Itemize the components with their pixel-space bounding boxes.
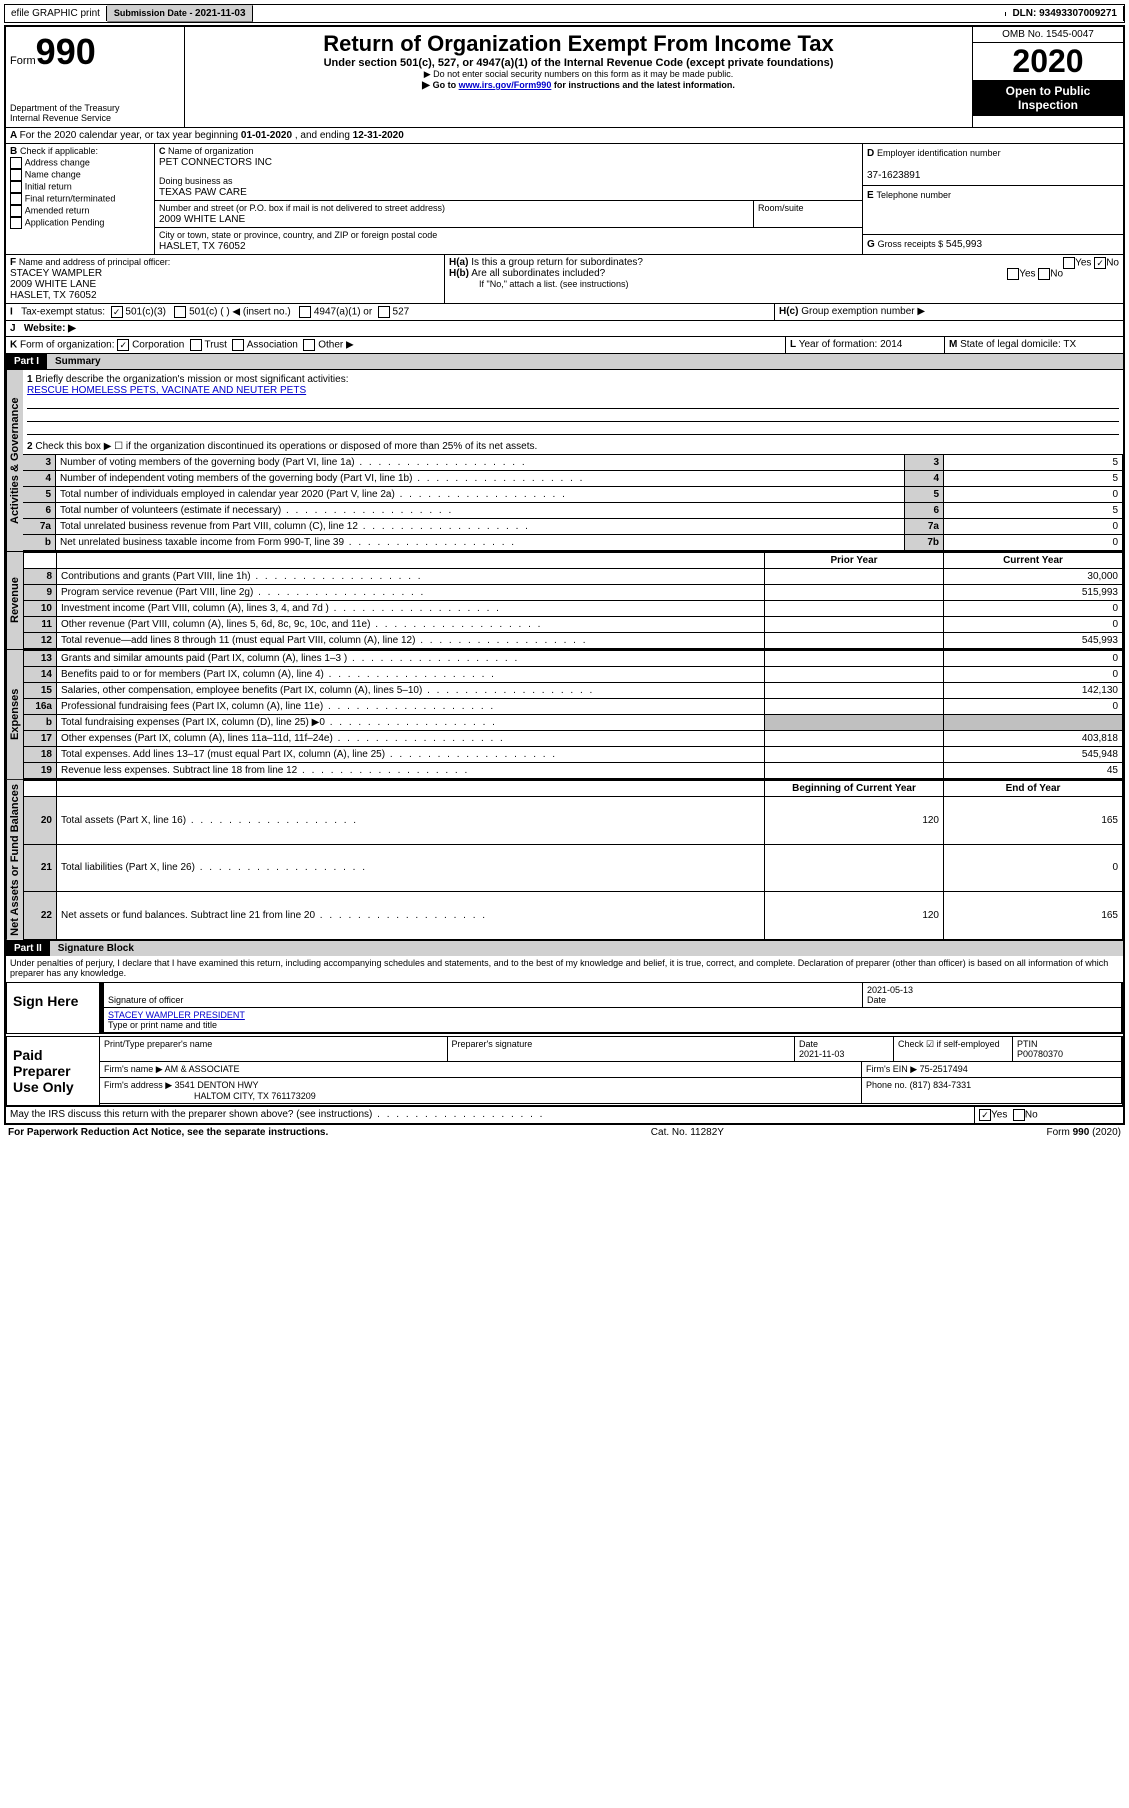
perjury-declaration: Under penalties of perjury, I declare th… [6,956,1123,980]
efile-label: efile GRAPHIC print [5,6,107,21]
table-row: 9Program service revenue (Part VIII, lin… [24,585,1123,601]
line-a: A For the 2020 calendar year, or tax yea… [6,127,1123,143]
part-ii-title: Signature Block [50,941,1123,956]
tab-governance: Activities & Governance [6,370,23,551]
year-block: OMB No. 1545-0047 2020 Open to Public In… [973,27,1123,127]
dept-treasury: Department of the Treasury [10,103,180,113]
form-990: Form990 Department of the Treasury Inter… [4,25,1125,1125]
dept-irs: Internal Revenue Service [10,113,180,123]
net-assets-table: Beginning of Current YearEnd of Year 20T… [23,780,1123,940]
table-row: 10Investment income (Part VIII, column (… [24,601,1123,617]
table-row: 13Grants and similar amounts paid (Part … [24,651,1123,667]
section-deg: D Employer identification number 37-1623… [863,144,1123,254]
submission-date-button[interactable]: Submission Date - 2021-11-03 [107,5,253,22]
table-row: 5Total number of individuals employed in… [23,487,1123,503]
table-row: 7aTotal unrelated business revenue from … [23,519,1123,535]
table-row: 3Number of voting members of the governi… [23,455,1123,471]
section-m: M State of legal domicile: TX [945,337,1123,353]
section-h: H(a) Is this a group return for subordin… [445,255,1123,303]
section-f: F Name and address of principal officer:… [6,255,445,303]
sign-here-block: Sign Here Signature of officer 2021-05-1… [6,982,1123,1034]
table-row: 15Salaries, other compensation, employee… [24,683,1123,699]
table-row: 16aProfessional fundraising fees (Part I… [24,699,1123,715]
table-row: 11Other revenue (Part VIII, column (A), … [24,617,1123,633]
table-row: bNet unrelated business taxable income f… [23,535,1123,551]
revenue-table: Prior YearCurrent Year 8Contributions an… [23,552,1123,649]
form-title-block: Return of Organization Exempt From Incom… [185,27,973,127]
table-row: 14Benefits paid to or for members (Part … [24,667,1123,683]
table-row: 17Other expenses (Part IX, column (A), l… [24,731,1123,747]
tab-revenue: Revenue [6,552,23,649]
page-footer: For Paperwork Reduction Act Notice, see … [4,1125,1125,1140]
expenses-table: 13Grants and similar amounts paid (Part … [23,650,1123,779]
table-row: 21Total liabilities (Part X, line 26)0 [24,844,1123,892]
part-i-header: Part I [6,354,47,369]
paid-preparer-block: Paid Preparer Use Only Print/Type prepar… [6,1036,1123,1106]
table-row: bTotal fundraising expenses (Part IX, co… [24,715,1123,731]
top-bar: efile GRAPHIC print Submission Date - 20… [4,4,1125,23]
tab-expenses: Expenses [6,650,23,779]
section-k: K Form of organization: ✓ Corporation Tr… [6,337,786,353]
table-row: 6Total number of volunteers (estimate if… [23,503,1123,519]
governance-table: 3Number of voting members of the governi… [23,454,1123,551]
tab-net-assets: Net Assets or Fund Balances [6,780,23,940]
part-ii-header: Part II [6,941,50,956]
section-c: C Name of organization PET CONNECTORS IN… [155,144,863,254]
part-i-title: Summary [47,354,1123,369]
form-number-block: Form990 Department of the Treasury Inter… [6,27,185,127]
table-row: 19Revenue less expenses. Subtract line 1… [24,763,1123,779]
table-row: 20Total assets (Part X, line 16)120165 [24,797,1123,845]
instructions-link[interactable]: www.irs.gov/Form990 [459,80,552,90]
table-row: 22Net assets or fund balances. Subtract … [24,892,1123,940]
table-row: 18Total expenses. Add lines 13–17 (must … [24,747,1123,763]
table-row: 8Contributions and grants (Part VIII, li… [24,569,1123,585]
section-l: L Year of formation: 2014 [786,337,945,353]
section-i: I Tax-exempt status: ✓ 501(c)(3) 501(c) … [6,303,1123,320]
table-row: 12Total revenue—add lines 8 through 11 (… [24,633,1123,649]
section-b: B Check if applicable: Address change Na… [6,144,155,254]
section-j: J Website: ▶ [6,320,1123,336]
discuss-row: May the IRS discuss this return with the… [6,1106,1123,1123]
mission-text: RESCUE HOMELESS PETS, VACINATE AND NEUTE… [27,385,306,396]
dln: DLN: 93493307009271 [1006,6,1124,21]
table-row: 4Number of independent voting members of… [23,471,1123,487]
